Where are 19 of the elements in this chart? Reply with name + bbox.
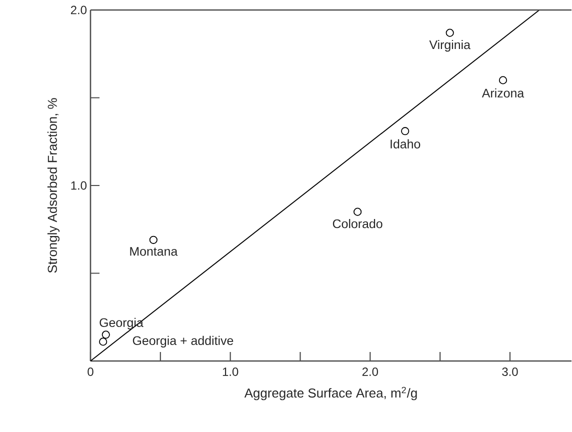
annotation: Idaho [390, 139, 420, 148]
point [149, 236, 158, 244]
x-tick-label: 3.0 [502, 368, 518, 376]
x-tick-label: 2.0 [362, 368, 378, 376]
annotation: Georgia + additive [132, 336, 234, 348]
x-axis-title: Aggregate Surface Area, m$^{2}$/g [244, 386, 417, 400]
annotation: Colorado [332, 219, 382, 228]
annotation: Arizona [482, 88, 524, 98]
x-tick-label: 0 [88, 368, 94, 376]
point [498, 76, 508, 84]
annotation: Montana [130, 247, 178, 256]
x-tick-label: 1.0 [222, 368, 238, 376]
point [446, 28, 454, 37]
y-axis-title: Strongly Adsorbed Fraction, % [47, 98, 60, 273]
point [99, 338, 108, 346]
point [354, 208, 362, 216]
point [102, 330, 110, 339]
annotation: Virginia [429, 40, 470, 52]
point [401, 127, 410, 136]
